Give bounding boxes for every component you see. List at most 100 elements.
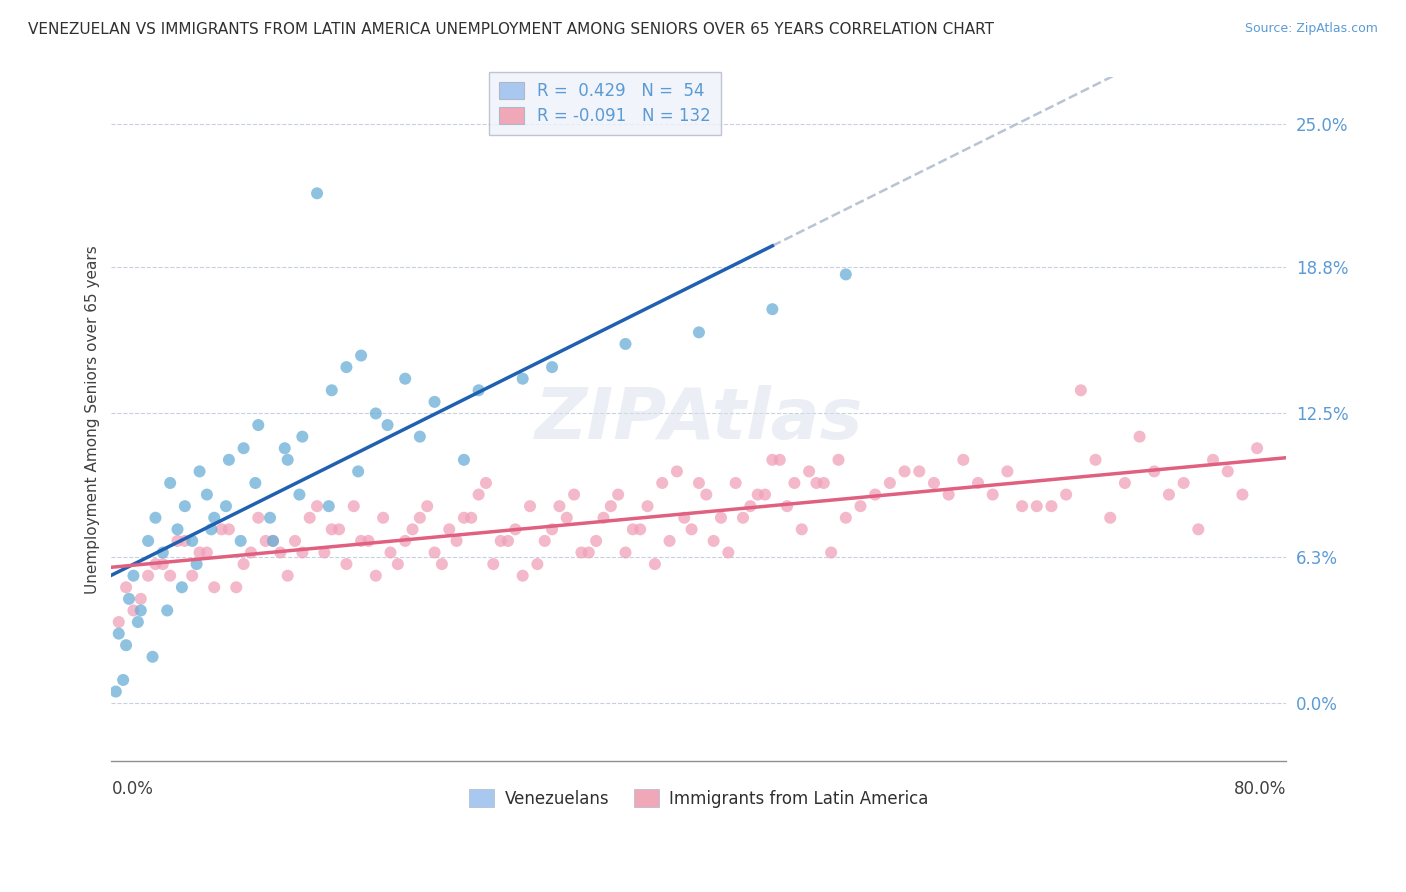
Point — [318, 499, 340, 513]
Point — [225, 580, 247, 594]
Point — [321, 384, 343, 398]
Point — [387, 557, 409, 571]
Point — [152, 545, 174, 559]
Point — [321, 522, 343, 536]
Point — [394, 372, 416, 386]
Point — [1099, 510, 1122, 524]
Point — [298, 510, 321, 524]
Point — [665, 464, 688, 478]
Point — [813, 475, 835, 490]
Point — [893, 464, 915, 478]
Point — [790, 522, 813, 536]
Point — [269, 545, 291, 559]
Point — [496, 533, 519, 548]
Point — [239, 545, 262, 559]
Point — [467, 384, 489, 398]
Point — [688, 326, 710, 340]
Point — [879, 475, 901, 490]
Point — [607, 487, 630, 501]
Point — [952, 452, 974, 467]
Legend: Venezuelans, Immigrants from Latin America: Venezuelans, Immigrants from Latin Ameri… — [463, 783, 935, 814]
Point — [107, 615, 129, 629]
Point — [188, 464, 211, 478]
Point — [489, 533, 512, 548]
Point — [409, 510, 432, 524]
Text: 0.0%: 0.0% — [111, 780, 153, 797]
Point — [849, 499, 872, 513]
Point — [526, 557, 548, 571]
Point — [769, 452, 792, 467]
Point — [335, 557, 357, 571]
Point — [350, 349, 373, 363]
Point — [416, 499, 439, 513]
Point — [1232, 487, 1254, 501]
Point — [335, 360, 357, 375]
Point — [797, 464, 820, 478]
Point — [347, 464, 370, 478]
Point — [835, 510, 858, 524]
Point — [938, 487, 960, 501]
Point — [482, 557, 505, 571]
Point — [305, 499, 328, 513]
Point — [202, 580, 225, 594]
Point — [188, 545, 211, 559]
Point — [695, 487, 717, 501]
Point — [115, 638, 138, 652]
Point — [218, 452, 240, 467]
Point — [761, 452, 783, 467]
Text: VENEZUELAN VS IMMIGRANTS FROM LATIN AMERICA UNEMPLOYMENT AMONG SENIORS OVER 65 Y: VENEZUELAN VS IMMIGRANTS FROM LATIN AMER… — [28, 22, 994, 37]
Point — [995, 464, 1018, 478]
Point — [136, 533, 159, 548]
Point — [211, 522, 233, 536]
Point — [284, 533, 307, 548]
Point — [1202, 452, 1225, 467]
Point — [159, 568, 181, 582]
Point — [1246, 441, 1268, 455]
Point — [681, 522, 703, 536]
Point — [145, 510, 167, 524]
Point — [1187, 522, 1209, 536]
Point — [107, 626, 129, 640]
Point — [409, 430, 432, 444]
Point — [401, 522, 423, 536]
Point — [377, 418, 399, 433]
Point — [156, 603, 179, 617]
Point — [740, 499, 762, 513]
Y-axis label: Unemployment Among Seniors over 65 years: Unemployment Among Seniors over 65 years — [86, 245, 100, 594]
Point — [651, 475, 673, 490]
Point — [637, 499, 659, 513]
Point — [761, 302, 783, 317]
Point — [166, 522, 188, 536]
Point — [373, 510, 395, 524]
Point — [512, 568, 534, 582]
Point — [277, 568, 299, 582]
Point — [541, 360, 564, 375]
Point — [152, 557, 174, 571]
Point — [533, 533, 555, 548]
Point — [291, 545, 314, 559]
Point — [621, 522, 644, 536]
Point — [364, 407, 387, 421]
Point — [166, 533, 188, 548]
Point — [430, 557, 453, 571]
Point — [1114, 475, 1136, 490]
Point — [357, 533, 380, 548]
Point — [394, 533, 416, 548]
Point — [305, 186, 328, 201]
Point — [505, 522, 527, 536]
Point — [200, 522, 222, 536]
Point — [314, 545, 336, 559]
Point — [1173, 475, 1195, 490]
Point — [159, 475, 181, 490]
Point — [195, 545, 218, 559]
Point — [202, 510, 225, 524]
Text: Source: ZipAtlas.com: Source: ZipAtlas.com — [1244, 22, 1378, 36]
Point — [245, 475, 267, 490]
Point — [628, 522, 651, 536]
Point — [232, 557, 254, 571]
Point — [1129, 430, 1152, 444]
Point — [170, 580, 193, 594]
Point — [288, 487, 311, 501]
Point — [614, 337, 637, 351]
Point — [541, 522, 564, 536]
